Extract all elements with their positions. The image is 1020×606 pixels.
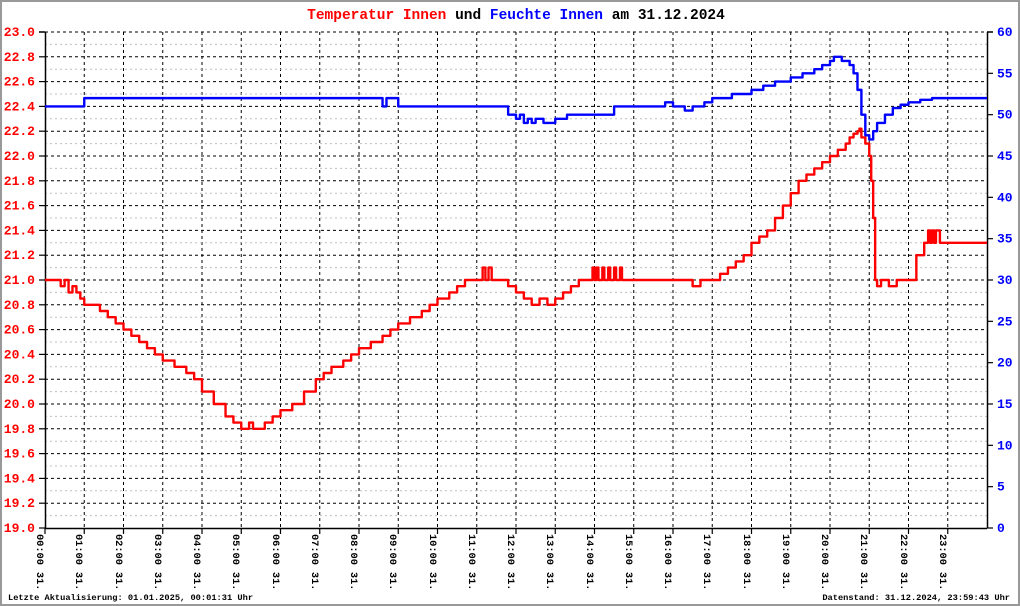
svg-text:21.8: 21.8 <box>4 174 35 189</box>
svg-text:5: 5 <box>997 480 1005 495</box>
svg-text:19.0: 19.0 <box>4 521 35 536</box>
svg-text:21.0: 21.0 <box>4 273 35 288</box>
svg-text:21.4: 21.4 <box>4 223 35 238</box>
svg-text:25: 25 <box>997 314 1013 329</box>
svg-text:22.8: 22.8 <box>4 50 35 65</box>
svg-text:40: 40 <box>997 190 1013 205</box>
svg-text:20.4: 20.4 <box>4 347 35 362</box>
svg-text:21.2: 21.2 <box>4 248 35 263</box>
svg-text:20.8: 20.8 <box>4 298 35 313</box>
svg-text:10: 10 <box>997 438 1013 453</box>
svg-text:20.6: 20.6 <box>4 323 35 338</box>
svg-text:50: 50 <box>997 108 1013 123</box>
svg-text:20: 20 <box>997 356 1013 371</box>
svg-text:19.4: 19.4 <box>4 471 35 486</box>
svg-text:20.0: 20.0 <box>4 397 35 412</box>
svg-text:21.6: 21.6 <box>4 199 35 214</box>
svg-text:45: 45 <box>997 149 1013 164</box>
svg-text:22.2: 22.2 <box>4 124 35 139</box>
svg-text:19.6: 19.6 <box>4 447 35 462</box>
svg-text:55: 55 <box>997 66 1013 81</box>
svg-text:22.0: 22.0 <box>4 149 35 164</box>
svg-text:15: 15 <box>997 397 1013 412</box>
svg-text:20.2: 20.2 <box>4 372 35 387</box>
svg-text:22.6: 22.6 <box>4 75 35 90</box>
svg-text:35: 35 <box>997 232 1013 247</box>
svg-text:19.2: 19.2 <box>4 496 35 511</box>
svg-text:23.0: 23.0 <box>4 25 35 40</box>
svg-text:30: 30 <box>997 273 1013 288</box>
svg-text:22.4: 22.4 <box>4 99 35 114</box>
svg-text:0: 0 <box>997 521 1005 536</box>
svg-text:19.8: 19.8 <box>4 422 35 437</box>
svg-text:60: 60 <box>997 25 1013 40</box>
